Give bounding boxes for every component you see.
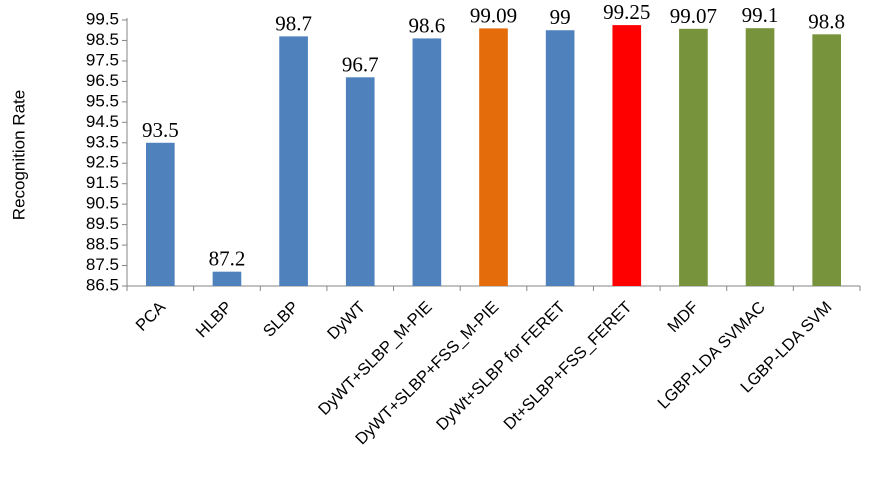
- bar: [345, 77, 375, 287]
- y-axis-title-group: Recognition Rate: [9, 90, 28, 220]
- y-tick-label: 95.5: [86, 91, 119, 110]
- y-axis: 86.587.588.5 89.590.5 91.592.5 93.594.5 95.5…: [86, 9, 128, 294]
- bar: [679, 28, 708, 286]
- bar: [612, 25, 642, 286]
- category-label: HLBP: [193, 298, 236, 341]
- y-tick-label: 86.5: [86, 275, 119, 294]
- category-labels: PCA HLBP SLBP DyWTDyWT+SLBP_M-PIEDyWT+SLBP+…: [132, 298, 835, 448]
- y-tick-label: 91.5: [86, 173, 119, 192]
- data-label: 99.09: [470, 3, 517, 27]
- data-label: 98.6: [408, 13, 445, 37]
- data-label: 98.7: [275, 11, 312, 35]
- y-tick-label: 93.5: [86, 132, 119, 151]
- y-tick-label: 97.5: [86, 50, 119, 69]
- y-tick-label: 96.5: [86, 71, 119, 90]
- x-axis: [126, 285, 861, 291]
- data-label: 99.1: [742, 3, 779, 27]
- data-label: 93.5: [142, 118, 179, 142]
- data-label: 99.25: [603, 0, 650, 24]
- bar: [212, 271, 242, 286]
- bar: [145, 142, 175, 286]
- y-axis-title: Recognition Rate: [9, 90, 28, 220]
- category-label: DyWT: [324, 298, 369, 343]
- category-label: MDF: [664, 298, 702, 336]
- data-label: 99: [550, 5, 571, 29]
- data-label: 98.8: [808, 9, 845, 33]
- y-tick-label: 89.5: [86, 214, 119, 233]
- data-labels: 93.5 87.2 98.7 96.7 98.6 99.09 99 99.25 99.07 99.…: [142, 0, 845, 271]
- category-label: Dt+SLBP+FSS_FERET: [500, 298, 635, 433]
- y-tick-label: 99.5: [86, 9, 119, 28]
- y-tick-label: 98.5: [86, 30, 119, 49]
- data-label: 87.2: [209, 247, 246, 271]
- y-tick-label: 94.5: [86, 112, 119, 131]
- bar: [812, 34, 842, 287]
- data-label: 99.07: [670, 4, 717, 28]
- category-label: DyWt+SLBP for FERET: [433, 298, 569, 434]
- y-tick-label: 87.5: [86, 255, 119, 274]
- bar: [279, 36, 308, 286]
- data-label: 96.7: [342, 52, 379, 76]
- y-tick-label: 88.5: [86, 235, 119, 254]
- bar: [545, 30, 575, 286]
- bars: [145, 25, 842, 287]
- bar: [745, 28, 775, 286]
- bar: [412, 38, 442, 286]
- y-tick-label: 92.5: [86, 153, 119, 172]
- bar: [479, 28, 508, 287]
- y-tick-label: 90.5: [86, 194, 119, 213]
- category-label: SLBP: [260, 298, 303, 341]
- category-label: DyWT+SLBP_M-PIE: [315, 298, 436, 419]
- category-label: PCA: [132, 298, 169, 335]
